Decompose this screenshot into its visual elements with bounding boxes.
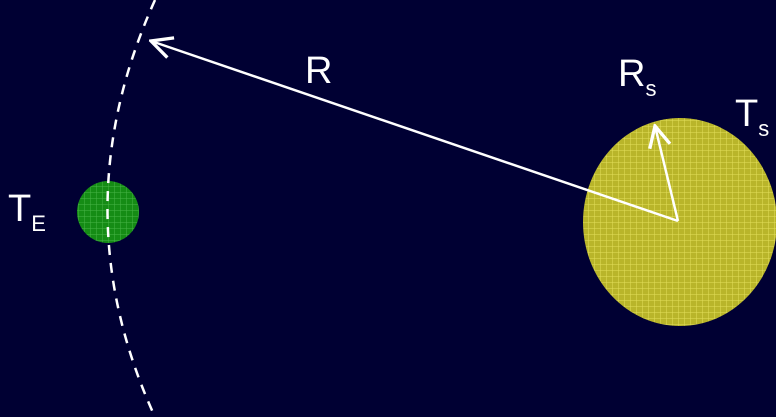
sun-radius-arrow [655,126,680,222]
earth-temperature-label: TE [8,188,46,235]
earth-temperature-label-sub: E [31,211,46,236]
distance-label: R [305,52,332,90]
sun-radius-label-main: R [618,53,646,95]
distance-arrow [151,41,679,223]
earth-temperature-label-main: T [8,188,32,230]
sun-radius-label-sub: s [645,76,657,101]
sun-disk [583,118,776,326]
sun-temperature-label: Ts [735,93,769,140]
sun-temperature-label-main: T [735,93,759,135]
sun-radius-label: Rs [618,53,656,100]
sun-temperature-label-sub: s [758,116,770,141]
orbit-arc [106,0,157,417]
distance-label-text: R [305,50,333,92]
